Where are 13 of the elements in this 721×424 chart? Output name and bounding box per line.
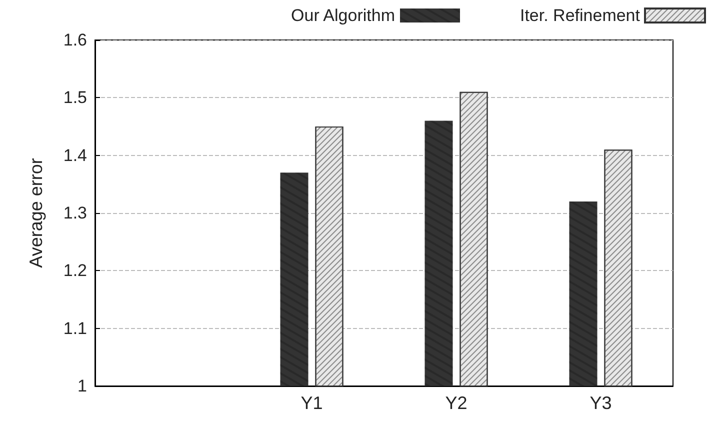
y-tick-label: 1.2 [63, 261, 87, 280]
y-tick-label: 1.1 [63, 318, 87, 338]
x-tick-label: Y3 [590, 393, 612, 413]
y-axis-title: Average error [26, 158, 46, 268]
y-tick-label: 1.3 [63, 204, 87, 222]
x-tick-label: Y1 [300, 393, 323, 413]
y-tick-label: 1.5 [63, 88, 87, 108]
legend-label: Iter. Refinement [520, 6, 640, 25]
y-tick-label: 1.4 [63, 146, 87, 165]
y-tick-label: 1 [78, 376, 87, 396]
y-tick-label: 1.6 [63, 30, 87, 50]
x-tick-label: Y2 [445, 393, 468, 413]
legend-label: Our Algorithm [291, 6, 395, 25]
